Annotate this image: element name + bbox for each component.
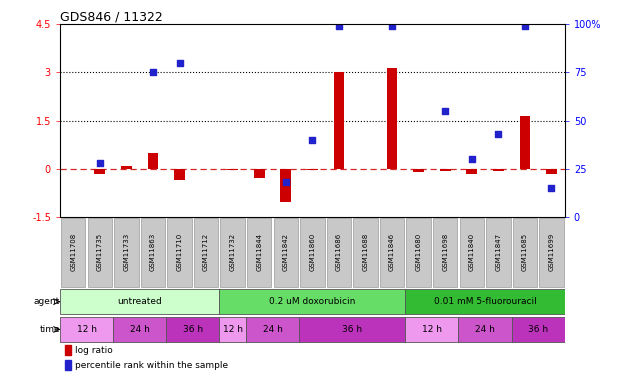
Text: GSM11685: GSM11685 [522, 233, 528, 271]
Point [387, 23, 397, 29]
FancyBboxPatch shape [220, 316, 246, 342]
Text: GSM11708: GSM11708 [70, 233, 76, 272]
Text: log ratio: log ratio [75, 346, 113, 355]
Text: GSM11842: GSM11842 [283, 233, 289, 271]
FancyBboxPatch shape [540, 217, 563, 287]
Text: GSM11680: GSM11680 [416, 233, 422, 272]
Text: 12 h: 12 h [76, 325, 97, 334]
Bar [307, 169, 317, 170]
Text: 24 h: 24 h [130, 325, 150, 334]
Text: GSM11863: GSM11863 [150, 233, 156, 272]
Point [281, 179, 291, 185]
FancyBboxPatch shape [512, 316, 565, 342]
Bar [440, 169, 451, 171]
FancyBboxPatch shape [113, 316, 166, 342]
Point [174, 60, 184, 66]
FancyBboxPatch shape [486, 217, 510, 287]
FancyBboxPatch shape [60, 316, 113, 342]
FancyBboxPatch shape [274, 217, 298, 287]
Text: GSM11840: GSM11840 [469, 233, 475, 271]
Text: untreated: untreated [117, 297, 162, 306]
Text: 24 h: 24 h [262, 325, 283, 334]
FancyBboxPatch shape [220, 289, 405, 314]
Text: time: time [39, 325, 60, 334]
Text: GSM11688: GSM11688 [362, 233, 369, 272]
Text: GSM11735: GSM11735 [97, 233, 103, 271]
Text: percentile rank within the sample: percentile rank within the sample [75, 361, 228, 370]
Bar [174, 169, 185, 180]
Bar [280, 169, 291, 202]
Bar [227, 169, 238, 170]
FancyBboxPatch shape [247, 217, 271, 287]
Point [440, 108, 451, 114]
Point [95, 160, 105, 166]
FancyBboxPatch shape [246, 316, 299, 342]
FancyBboxPatch shape [299, 316, 405, 342]
Text: GSM11732: GSM11732 [230, 233, 235, 271]
FancyBboxPatch shape [61, 217, 85, 287]
Point [148, 69, 158, 75]
FancyBboxPatch shape [300, 217, 324, 287]
FancyBboxPatch shape [512, 217, 537, 287]
Bar [466, 169, 477, 174]
FancyBboxPatch shape [353, 217, 378, 287]
Text: GDS846 / 11322: GDS846 / 11322 [60, 10, 163, 23]
FancyBboxPatch shape [88, 217, 112, 287]
Text: 24 h: 24 h [475, 325, 495, 334]
Bar [413, 169, 424, 172]
Text: GSM11710: GSM11710 [177, 233, 182, 272]
Bar [334, 72, 345, 169]
Text: GSM11846: GSM11846 [389, 233, 395, 271]
Text: GSM11686: GSM11686 [336, 233, 342, 272]
Point [307, 137, 317, 143]
FancyBboxPatch shape [114, 217, 139, 287]
Text: 36 h: 36 h [342, 325, 362, 334]
Bar [493, 169, 504, 171]
FancyBboxPatch shape [380, 217, 404, 287]
FancyBboxPatch shape [141, 217, 165, 287]
Text: GSM11844: GSM11844 [256, 233, 262, 271]
Point [334, 23, 344, 29]
Bar [65, 360, 71, 370]
FancyBboxPatch shape [166, 316, 220, 342]
Bar [254, 169, 264, 178]
Bar [148, 153, 158, 169]
Text: GSM11733: GSM11733 [124, 233, 129, 272]
Point [520, 23, 530, 29]
FancyBboxPatch shape [194, 217, 218, 287]
FancyBboxPatch shape [405, 289, 565, 314]
Text: GSM11698: GSM11698 [442, 233, 448, 272]
FancyBboxPatch shape [60, 289, 220, 314]
FancyBboxPatch shape [433, 217, 457, 287]
Text: GSM11712: GSM11712 [203, 233, 209, 271]
Bar [121, 166, 132, 169]
Text: 12 h: 12 h [223, 325, 243, 334]
Bar [387, 68, 398, 169]
Text: GSM11860: GSM11860 [309, 233, 316, 272]
FancyBboxPatch shape [327, 217, 351, 287]
FancyBboxPatch shape [167, 217, 192, 287]
Text: 36 h: 36 h [183, 325, 203, 334]
FancyBboxPatch shape [220, 217, 245, 287]
Text: GSM11699: GSM11699 [548, 233, 555, 272]
Point [467, 156, 477, 162]
FancyBboxPatch shape [405, 316, 459, 342]
Text: 0.01 mM 5-fluorouracil: 0.01 mM 5-fluorouracil [433, 297, 536, 306]
Text: agent: agent [33, 297, 60, 306]
Text: 36 h: 36 h [528, 325, 548, 334]
Text: 12 h: 12 h [422, 325, 442, 334]
FancyBboxPatch shape [459, 316, 512, 342]
Text: 0.2 uM doxorubicin: 0.2 uM doxorubicin [269, 297, 355, 306]
Bar [65, 345, 71, 355]
Point [493, 131, 504, 137]
Text: GSM11847: GSM11847 [495, 233, 501, 271]
Bar [546, 169, 557, 174]
Bar [95, 169, 105, 174]
Point [546, 185, 557, 191]
FancyBboxPatch shape [406, 217, 431, 287]
Bar [519, 116, 530, 169]
FancyBboxPatch shape [459, 217, 484, 287]
